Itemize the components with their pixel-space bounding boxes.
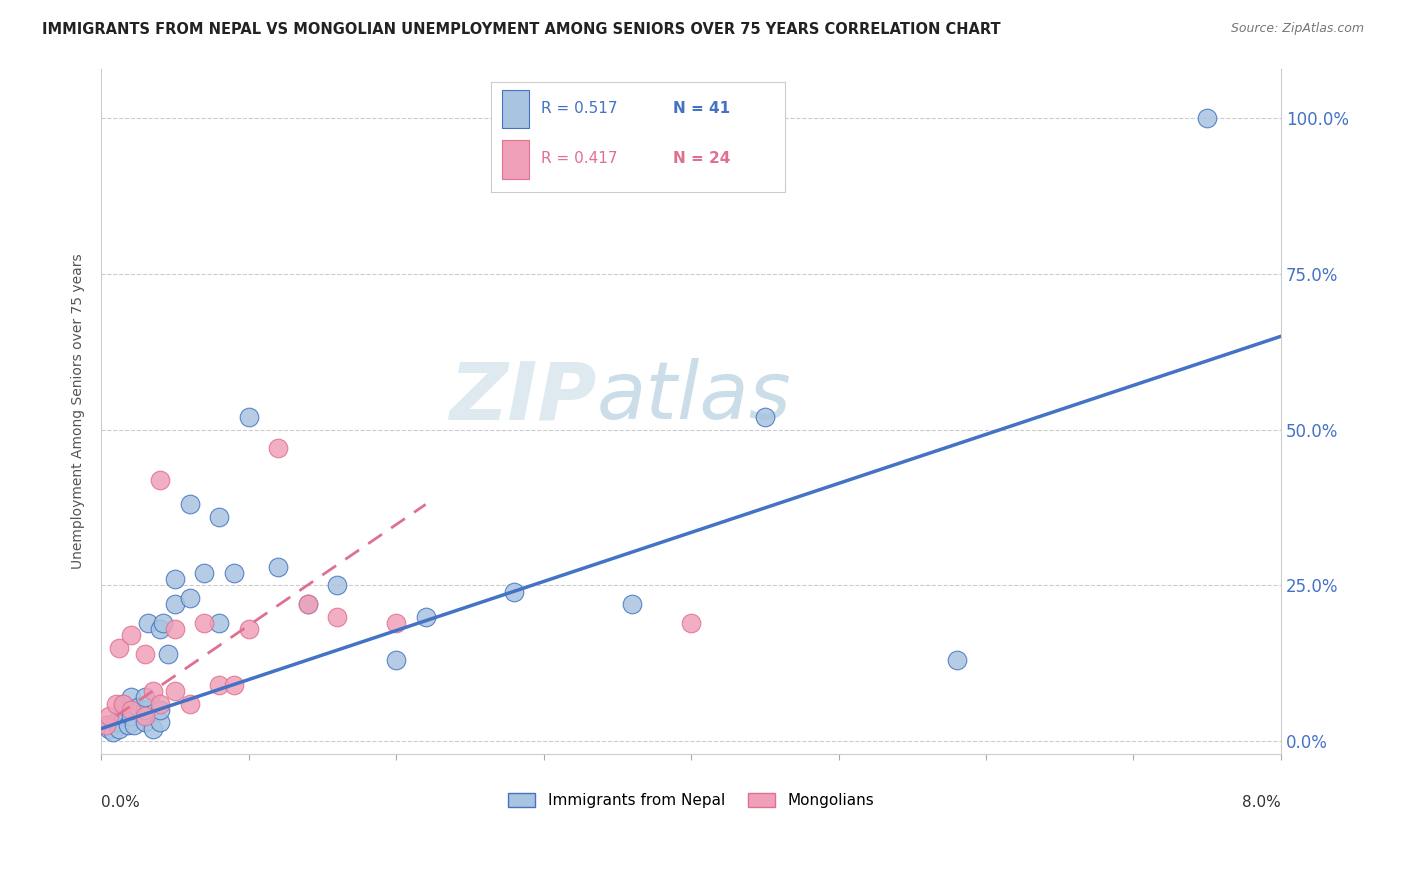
Point: [142, 684, 165, 698]
Point: [179, 497, 201, 511]
Point: [163, 597, 186, 611]
Text: Source: ZipAtlas.com: Source: ZipAtlas.com: [1230, 22, 1364, 36]
Point: [104, 715, 127, 730]
Point: [120, 709, 142, 723]
Point: [222, 566, 245, 580]
Point: [163, 572, 186, 586]
Point: [134, 703, 156, 717]
Point: [208, 509, 231, 524]
Point: [238, 410, 260, 425]
Point: [134, 709, 156, 723]
Point: [208, 678, 231, 692]
Point: [1197, 112, 1219, 126]
Point: [385, 653, 408, 667]
Point: [112, 709, 135, 723]
Point: [163, 622, 186, 636]
Point: [94, 718, 117, 732]
Point: [97, 709, 120, 723]
Point: [127, 699, 149, 714]
Point: [138, 615, 160, 630]
Text: 8.0%: 8.0%: [1243, 795, 1281, 810]
Point: [179, 591, 201, 605]
Point: [385, 615, 408, 630]
Point: [149, 703, 172, 717]
Point: [208, 615, 231, 630]
Point: [134, 690, 156, 705]
Point: [134, 647, 156, 661]
Point: [267, 559, 290, 574]
Point: [179, 697, 201, 711]
Point: [149, 697, 172, 711]
Point: [149, 473, 172, 487]
Point: [142, 722, 165, 736]
Point: [297, 597, 319, 611]
Point: [117, 718, 139, 732]
Point: [193, 615, 215, 630]
Point: [108, 722, 131, 736]
Point: [94, 718, 117, 732]
Text: 0.0%: 0.0%: [101, 795, 141, 810]
Y-axis label: Unemployment Among Seniors over 75 years: Unemployment Among Seniors over 75 years: [72, 253, 86, 569]
Point: [122, 718, 145, 732]
Point: [297, 597, 319, 611]
Point: [97, 722, 120, 736]
Point: [503, 584, 526, 599]
Point: [149, 715, 172, 730]
Point: [326, 578, 349, 592]
Point: [156, 647, 179, 661]
Point: [222, 678, 245, 692]
Point: [112, 697, 135, 711]
Point: [415, 609, 437, 624]
Point: [108, 640, 131, 655]
Point: [754, 410, 776, 425]
Legend: Immigrants from Nepal, Mongolians: Immigrants from Nepal, Mongolians: [502, 787, 880, 814]
Point: [112, 697, 135, 711]
Point: [681, 615, 703, 630]
Point: [238, 622, 260, 636]
Point: [134, 715, 156, 730]
Point: [163, 684, 186, 698]
Point: [267, 442, 290, 456]
Point: [193, 566, 215, 580]
Text: IMMIGRANTS FROM NEPAL VS MONGOLIAN UNEMPLOYMENT AMONG SENIORS OVER 75 YEARS CORR: IMMIGRANTS FROM NEPAL VS MONGOLIAN UNEMP…: [42, 22, 1001, 37]
Point: [945, 653, 967, 667]
Point: [120, 628, 142, 642]
Point: [120, 703, 142, 717]
Point: [149, 622, 172, 636]
Point: [326, 609, 349, 624]
Point: [120, 690, 142, 705]
Text: atlas: atlas: [596, 359, 792, 436]
Point: [621, 597, 644, 611]
Text: ZIP: ZIP: [450, 359, 596, 436]
Point: [104, 697, 127, 711]
Point: [152, 615, 174, 630]
Point: [101, 724, 124, 739]
